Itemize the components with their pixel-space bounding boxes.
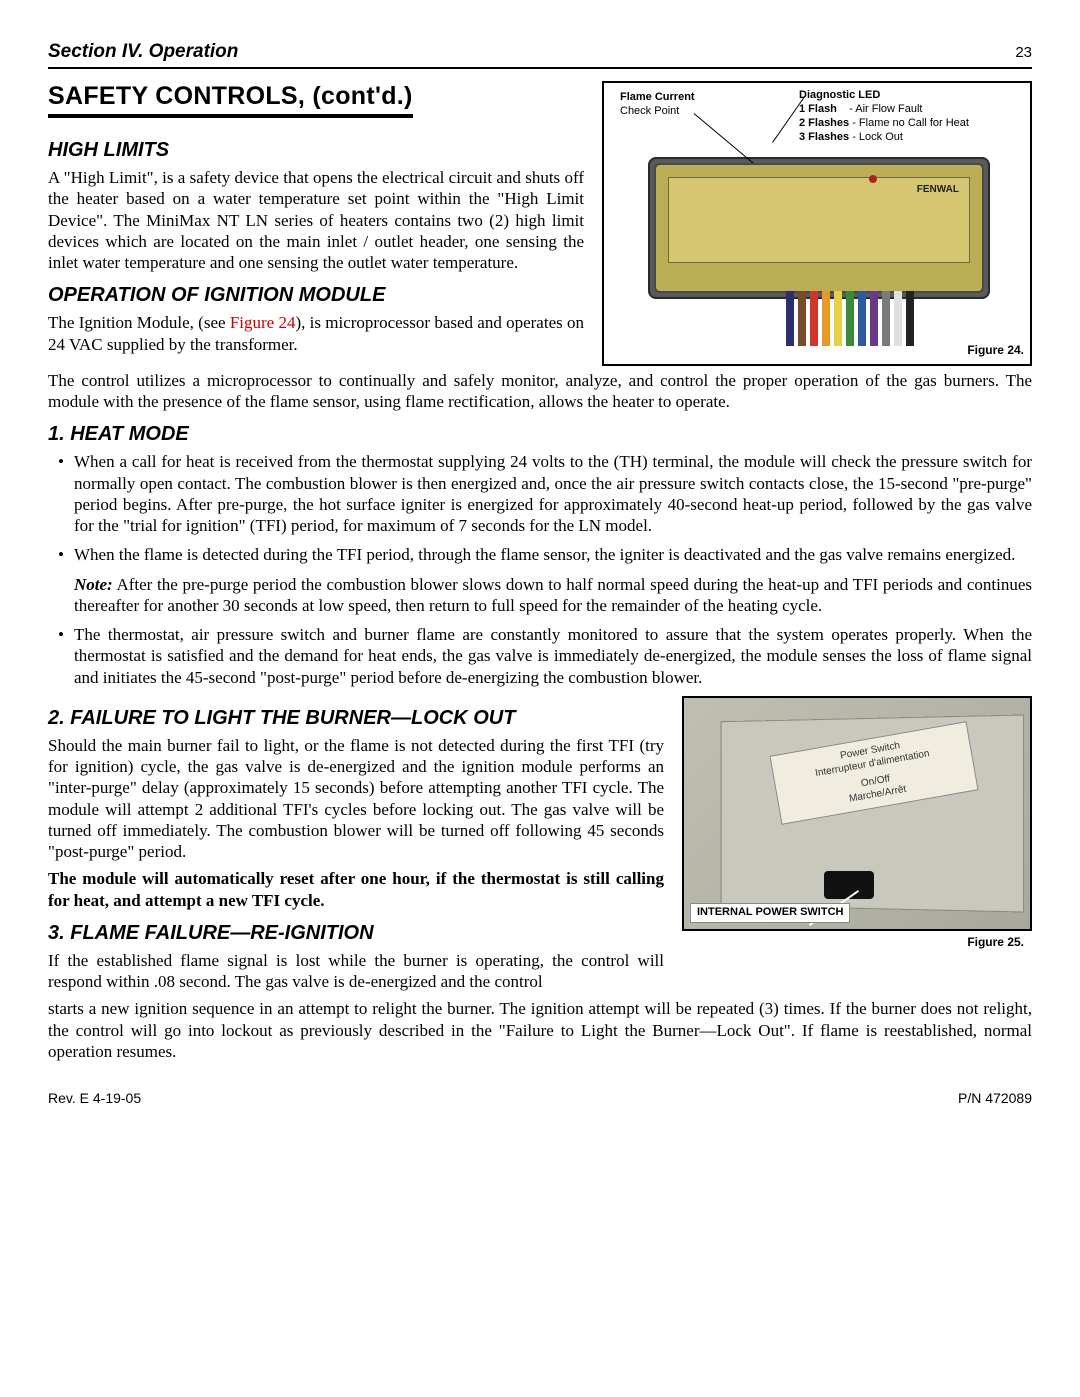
- high-limits-heading: HIGH LIMITS: [48, 138, 584, 163]
- failure-bold: The module will automatically reset afte…: [48, 868, 664, 911]
- revision-label: Rev. E 4-19-05: [48, 1090, 141, 1108]
- failure-body: Should the main burner fail to light, or…: [48, 735, 664, 863]
- flame-failure-p2: starts a new ignition sequence in an att…: [48, 998, 1032, 1062]
- heat-mode-heading: 1. HEAT MODE: [48, 422, 1032, 447]
- flash-2: 2 Flashes - Flame no Call for Heat: [799, 117, 969, 131]
- part-number: P/N 472089: [958, 1090, 1032, 1108]
- ignition-heading: OPERATION OF IGNITION MODULE: [48, 283, 584, 308]
- heat-mode-bullet-2: When the flame is detected during the TF…: [48, 544, 1032, 565]
- figure-24-xref: Figure 24: [230, 313, 296, 332]
- failure-heading: 2. FAILURE TO LIGHT THE BURNER—LOCK OUT: [48, 706, 664, 731]
- figure-24-caption: Figure 24.: [967, 343, 1024, 358]
- figure-25: Power Switch Interrupteur d'alimentation…: [682, 696, 1032, 931]
- heat-mode-list-2: The thermostat, air pressure switch and …: [48, 624, 1032, 688]
- ignition-body: The Ignition Module, (see Figure 24), is…: [48, 312, 584, 355]
- flash-1: 1 Flash - Air Flow Fault: [799, 103, 923, 117]
- heat-mode-bullet-1: When a call for heat is received from th…: [48, 451, 1032, 536]
- page-title: SAFETY CONTROLS, (cont'd.): [48, 81, 413, 118]
- ignition-module-graphic: FENWAL: [654, 163, 984, 293]
- ignition-body-cont: The control utilizes a microprocessor to…: [48, 370, 1032, 413]
- section-label: Section IV. Operation: [48, 40, 238, 64]
- flame-current-label: Flame Current Check Point: [620, 91, 695, 119]
- heat-mode-bullet-3: The thermostat, air pressure switch and …: [48, 624, 1032, 688]
- diagnostic-led-label: Diagnostic LED: [799, 89, 880, 103]
- heat-mode-list: When a call for heat is received from th…: [48, 451, 1032, 565]
- heat-mode-note: Note: After the pre-purge period the com…: [48, 574, 1032, 617]
- internal-power-switch-label: INTERNAL POWER SWITCH: [690, 903, 850, 923]
- power-switch-graphic: [824, 871, 874, 899]
- page-header: Section IV. Operation 23: [48, 40, 1032, 69]
- figure-24: Flame Current Check Point Diagnostic LED…: [602, 81, 1032, 366]
- flame-failure-heading: 3. FLAME FAILURE—RE-IGNITION: [48, 921, 664, 946]
- high-limits-body: A "High Limit", is a safety device that …: [48, 167, 584, 273]
- figure-25-caption: Figure 25.: [682, 935, 1032, 950]
- page-footer: Rev. E 4-19-05 P/N 472089: [48, 1090, 1032, 1108]
- page-number: 23: [1015, 44, 1032, 63]
- flash-3: 3 Flashes - Lock Out: [799, 131, 903, 145]
- flame-failure-p1: If the established flame signal is lost …: [48, 950, 664, 993]
